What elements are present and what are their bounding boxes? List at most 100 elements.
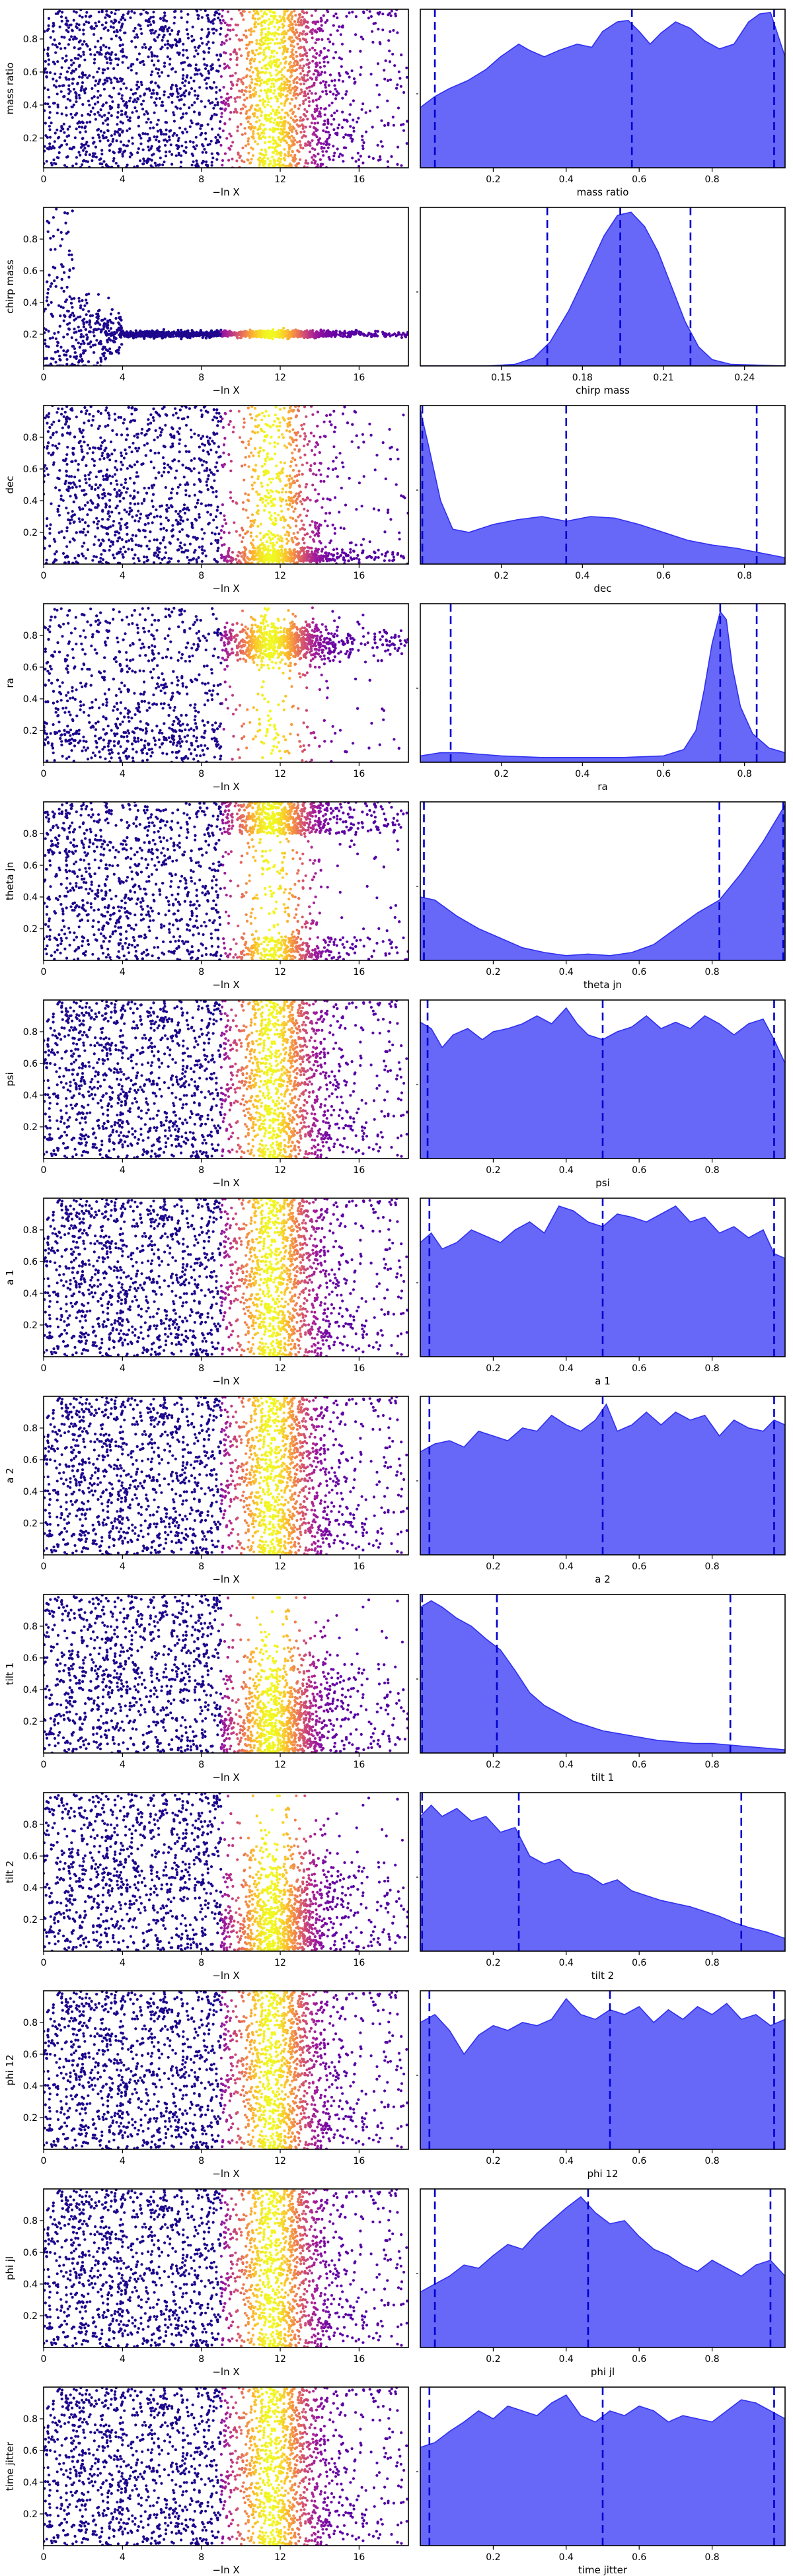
scatter-point: [145, 110, 148, 113]
scatter-point: [312, 133, 315, 135]
scatter-point: [264, 136, 266, 139]
scatter-point: [299, 83, 302, 85]
scatter-point: [48, 345, 50, 348]
scatter-point: [213, 104, 216, 106]
scatter-point: [281, 89, 283, 91]
scatter-point: [397, 106, 400, 109]
scatter-point: [402, 129, 405, 132]
scatter-point: [249, 161, 252, 164]
scatter-point: [164, 44, 167, 46]
scatter-point: [108, 112, 110, 114]
scatter-point: [78, 125, 81, 128]
scatter-point: [169, 129, 172, 132]
scatter-point: [253, 115, 256, 118]
scatter-point: [77, 326, 80, 328]
scatter-point: [336, 127, 339, 129]
scatter-point: [321, 147, 323, 150]
scatter-point: [260, 149, 263, 151]
scatter-point: [301, 54, 304, 57]
scatter-point: [151, 55, 153, 57]
scatter-point: [157, 72, 159, 75]
scatter-point: [313, 148, 316, 151]
scatter-point: [150, 73, 153, 76]
scatter-point: [254, 91, 257, 94]
scatter-point: [239, 96, 241, 98]
scatter-point: [177, 30, 180, 33]
scatter-point: [107, 297, 110, 299]
scatter-point: [245, 35, 248, 38]
scatter-point: [75, 127, 78, 130]
scatter-point: [264, 141, 266, 144]
scatter-point: [171, 67, 174, 70]
scatter-point: [165, 155, 167, 157]
scatter-point: [303, 46, 305, 48]
scatter-point: [256, 11, 259, 14]
scatter-point: [386, 100, 389, 102]
scatter-point: [177, 92, 180, 95]
scatter-point: [186, 131, 188, 133]
scatter-point: [154, 82, 157, 85]
scatter-point: [225, 137, 228, 139]
scatter-point: [305, 11, 308, 14]
scatter-point: [315, 336, 317, 339]
scatter-point: [287, 144, 290, 147]
scatter-point: [66, 310, 69, 312]
scatter-point: [81, 81, 84, 84]
scatter-point: [116, 116, 119, 119]
scatter-point: [273, 50, 276, 52]
scatter-point: [149, 16, 152, 18]
scatter-point: [322, 129, 324, 132]
scatter-point: [169, 57, 171, 60]
scatter-point: [262, 104, 264, 106]
scatter-point: [270, 85, 272, 88]
scatter-point: [55, 285, 57, 288]
scatter-point: [59, 73, 62, 75]
scatter-point: [78, 64, 81, 67]
scatter-point: [319, 115, 322, 118]
scatter-point: [122, 50, 124, 53]
scatter-point: [85, 293, 88, 296]
scatter-point: [280, 155, 282, 157]
scatter-point: [312, 84, 315, 87]
scatter-point: [75, 95, 77, 98]
scatter-point: [305, 110, 308, 113]
scatter-point: [100, 153, 103, 155]
scatter-point: [48, 58, 50, 61]
scatter-point: [176, 88, 178, 90]
scatter-point: [259, 47, 262, 50]
scatter-point: [307, 66, 310, 69]
scatter-point: [130, 69, 133, 71]
row-mass-ratio: 0 4 8 12 160.20.40.60.8−ln Xmass ratio0.2 0.4…: [4, 8, 785, 198]
scatter-point: [64, 222, 67, 225]
scatter-point: [217, 133, 219, 136]
scatter-point: [327, 122, 330, 125]
scatter-point: [261, 67, 264, 69]
scatter-point: [234, 72, 237, 75]
scatter-point: [298, 78, 301, 81]
scatter-point: [191, 164, 194, 166]
scatter-point: [229, 96, 232, 98]
scatter-point: [315, 62, 317, 65]
scatter-point: [155, 139, 157, 141]
scatter-point: [47, 304, 50, 306]
scatter-point: [114, 57, 117, 60]
scatter-point: [192, 38, 195, 41]
scatter-point: [81, 126, 83, 129]
scatter-point: [78, 359, 81, 362]
scatter-point: [281, 121, 283, 124]
scatter-point: [211, 157, 214, 159]
scatter-point: [138, 52, 141, 55]
scatter-point: [297, 162, 300, 164]
scatter-point: [118, 128, 120, 131]
scatter-point: [270, 55, 272, 57]
scatter-point: [261, 28, 264, 30]
scatter-point: [198, 45, 201, 48]
scatter-point: [78, 300, 81, 303]
scatter-point: [271, 156, 274, 159]
scatter-point: [361, 135, 363, 137]
scatter-point: [156, 124, 159, 126]
scatter-point: [338, 56, 341, 59]
scatter-point: [206, 14, 209, 17]
scatter-point: [309, 144, 311, 147]
